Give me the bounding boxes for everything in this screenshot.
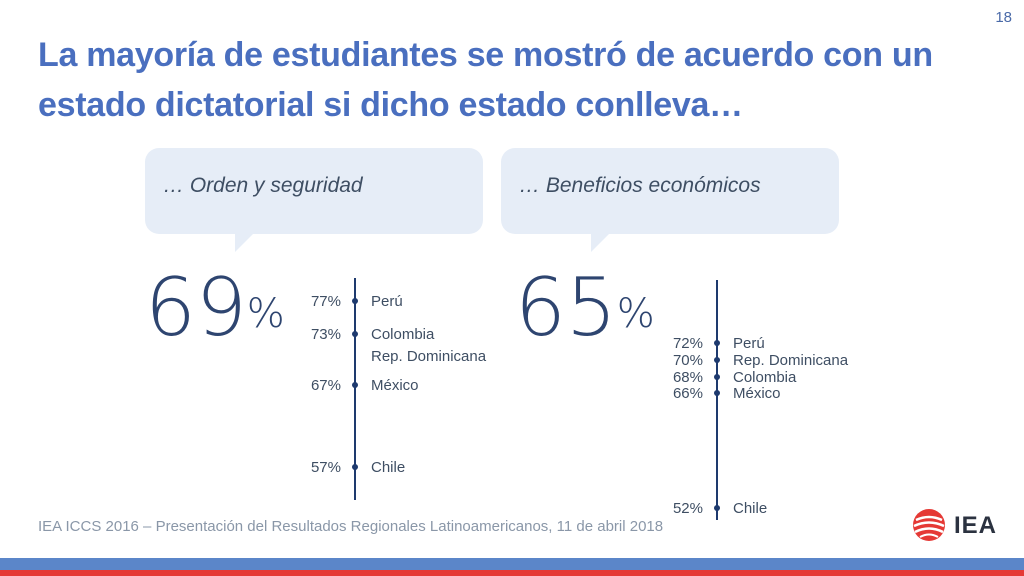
dot-marker (714, 374, 720, 380)
country-pct: 68% (672, 369, 703, 386)
page-number: 18 (995, 9, 1012, 26)
big-percentage-orden: 69% (145, 268, 285, 348)
big-value: 65 (515, 261, 617, 354)
dot-marker (352, 298, 358, 304)
bubble-tail (235, 232, 255, 252)
dot-marker (352, 331, 358, 337)
country-label: Perú (371, 293, 403, 310)
dot-marker (352, 464, 358, 470)
big-value: 69 (145, 261, 247, 354)
footer-text: IEA ICCS 2016 – Presentación del Resulta… (38, 518, 664, 535)
iea-logo: IEA (912, 506, 1012, 546)
dot-marker (352, 382, 358, 388)
axis-line-orden (354, 278, 356, 500)
logo-text: IEA (954, 512, 998, 539)
country-label: México (733, 385, 781, 402)
big-unit: % (616, 291, 655, 337)
country-label: Chile (371, 459, 406, 476)
dot-marker (714, 390, 720, 396)
country-pct: 77% (310, 293, 341, 310)
footer-bar-red (0, 570, 1024, 576)
dot-marker (714, 357, 720, 363)
big-unit: % (246, 291, 285, 337)
dot-marker (714, 505, 720, 511)
country-label: Colombia (733, 369, 797, 386)
country-label: Rep. Dominicana (371, 348, 487, 365)
bubble-text: … Orden y seguridad (163, 174, 363, 197)
speech-bubble-beneficios: … Beneficios económicos (501, 148, 839, 252)
country-label: México (371, 377, 419, 394)
iea-globe-icon (913, 509, 945, 541)
speech-bubble-orden: … Orden y seguridad (145, 148, 483, 252)
country-pct: 57% (310, 459, 341, 476)
country-label: Colombia (371, 326, 435, 343)
axis-line-beneficios (716, 280, 718, 520)
bubble-text: … Beneficios económicos (519, 174, 761, 197)
country-pct: 72% (672, 335, 703, 352)
country-pct: 67% (310, 377, 341, 394)
country-label: Rep. Dominicana (733, 352, 849, 369)
country-pct: 70% (672, 352, 703, 369)
country-pct: 73% (310, 326, 341, 343)
country-label: Chile (733, 500, 768, 517)
dot-marker (714, 340, 720, 346)
country-pct: 52% (672, 500, 703, 517)
slide-title: La mayoría de estudiantes se mostró de a… (38, 36, 933, 124)
footer-bar-blue (0, 558, 1024, 570)
big-percentage-beneficios: 65% (515, 268, 655, 348)
country-label: Perú (733, 335, 765, 352)
country-pct: 66% (672, 385, 703, 402)
bubble-tail (591, 232, 611, 252)
